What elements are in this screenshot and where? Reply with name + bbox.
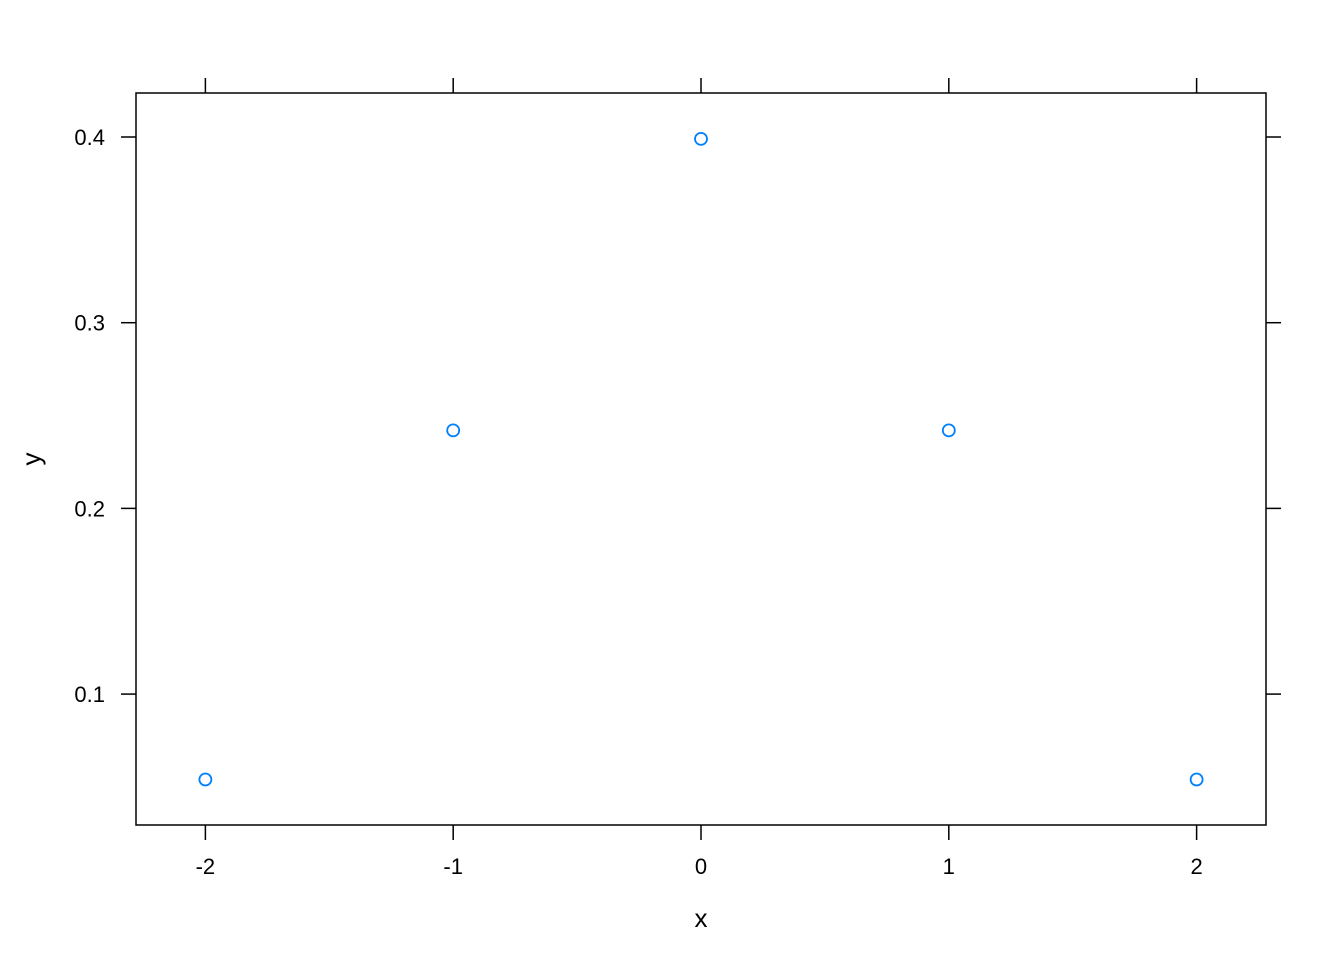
x-tick-label: 0 (695, 854, 707, 879)
plot-frame (135, 92, 1267, 826)
x-axis-label: x (695, 903, 708, 933)
x-tick-label: 1 (943, 854, 955, 879)
data-point (198, 772, 213, 787)
data-points (198, 131, 1204, 787)
data-point (941, 423, 956, 438)
axis-ticks: -2 -1 0 1 2 0.1 0.2 0.3 0.4 (74, 78, 1281, 879)
y-tick-label: 0.1 (74, 682, 105, 707)
y-tick-label: 0.3 (74, 311, 105, 336)
data-point (694, 131, 708, 146)
y-tick-label: 0.2 (74, 496, 105, 521)
y-tick-label: 0.4 (74, 125, 105, 150)
data-point (1189, 772, 1204, 787)
x-tick-label: -1 (443, 854, 463, 879)
x-tick-label: 2 (1190, 854, 1202, 879)
x-tick-label: -2 (196, 854, 216, 879)
y-axis-label: y (16, 453, 46, 466)
data-point (446, 423, 461, 438)
